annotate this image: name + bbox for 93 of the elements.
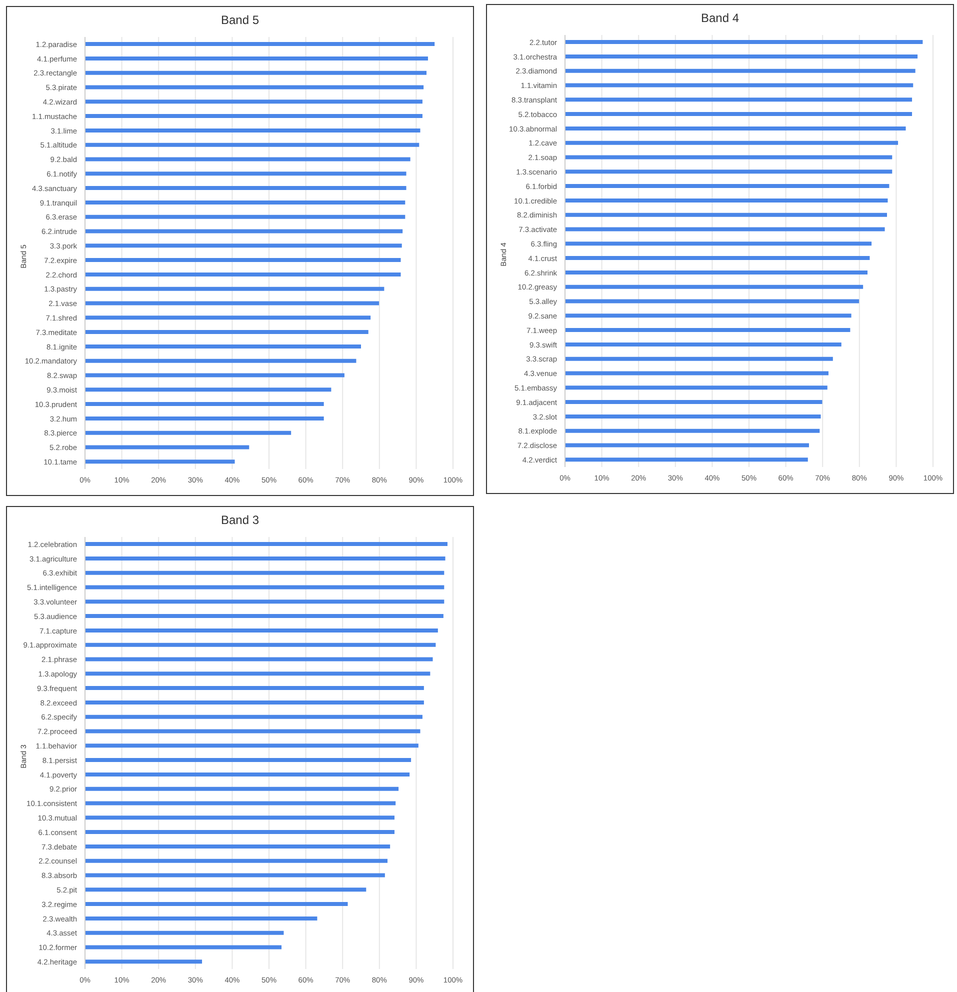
bar bbox=[565, 170, 892, 174]
bar bbox=[85, 686, 424, 690]
bar bbox=[565, 140, 898, 145]
bar bbox=[565, 155, 892, 160]
bar bbox=[85, 700, 424, 704]
bar bbox=[565, 112, 912, 116]
bar bbox=[85, 772, 410, 776]
bar bbox=[565, 314, 852, 318]
bar bbox=[85, 186, 406, 190]
bar bbox=[565, 242, 872, 246]
bar bbox=[565, 68, 916, 73]
bar bbox=[565, 256, 870, 260]
bar bbox=[85, 358, 356, 363]
bar bbox=[85, 830, 394, 834]
bar bbox=[85, 286, 384, 291]
bar bbox=[85, 729, 420, 734]
bar bbox=[85, 445, 250, 450]
bar bbox=[85, 100, 422, 104]
bar bbox=[85, 416, 324, 420]
bar bbox=[565, 212, 887, 217]
bar bbox=[85, 244, 402, 248]
bar bbox=[85, 373, 344, 378]
bar bbox=[85, 642, 436, 647]
bar bbox=[85, 344, 361, 348]
bar bbox=[565, 98, 912, 102]
bar bbox=[85, 301, 380, 306]
chart-title: Band 3 bbox=[220, 513, 260, 527]
bar bbox=[85, 888, 366, 892]
bar bbox=[85, 172, 406, 176]
bar bbox=[85, 142, 420, 147]
bar bbox=[85, 229, 403, 234]
bar bbox=[85, 786, 399, 791]
bar bbox=[565, 386, 828, 390]
bar bbox=[565, 400, 822, 404]
bar bbox=[565, 270, 868, 274]
bar bbox=[85, 272, 401, 276]
bar bbox=[85, 614, 444, 618]
bar bbox=[565, 284, 864, 289]
bar bbox=[565, 371, 828, 376]
bar bbox=[565, 40, 923, 44]
bar bbox=[85, 70, 427, 75]
bar bbox=[565, 198, 888, 202]
bar bbox=[85, 430, 292, 435]
bar bbox=[565, 414, 821, 418]
bar bbox=[85, 128, 420, 132]
bar bbox=[85, 902, 348, 906]
bar bbox=[85, 600, 444, 604]
bar bbox=[565, 184, 890, 188]
bar bbox=[85, 570, 444, 575]
bar bbox=[85, 542, 448, 546]
bar bbox=[85, 916, 318, 920]
bar bbox=[85, 744, 418, 748]
bar bbox=[85, 200, 406, 204]
bar bbox=[85, 157, 410, 162]
bar bbox=[565, 54, 918, 58]
bar bbox=[565, 443, 809, 448]
bar bbox=[85, 214, 406, 219]
bar bbox=[85, 388, 332, 392]
bar bbox=[85, 816, 394, 820]
bar bbox=[85, 460, 235, 464]
bar bbox=[85, 672, 430, 676]
bar bbox=[565, 458, 808, 462]
bar bbox=[85, 330, 368, 334]
bar bbox=[85, 657, 433, 662]
bar bbox=[85, 945, 282, 950]
bar bbox=[85, 960, 202, 964]
bar bbox=[85, 85, 424, 90]
bar bbox=[565, 299, 860, 304]
bar bbox=[565, 126, 906, 130]
bar bbox=[85, 758, 412, 762]
bar bbox=[85, 114, 422, 118]
bar bbox=[565, 342, 842, 346]
bar bbox=[565, 356, 833, 361]
bar bbox=[85, 258, 401, 262]
bar bbox=[565, 428, 820, 433]
bar bbox=[85, 628, 438, 632]
bar bbox=[565, 227, 885, 232]
bar bbox=[85, 556, 446, 560]
bar bbox=[85, 316, 371, 320]
bar bbox=[85, 873, 385, 878]
bar bbox=[85, 42, 435, 46]
bar bbox=[85, 801, 396, 806]
bar bbox=[85, 714, 422, 719]
bar bbox=[85, 930, 284, 935]
bar bbox=[565, 83, 914, 88]
bar bbox=[85, 402, 324, 406]
chart-title: Band 5 bbox=[220, 13, 260, 27]
chart-title: Band 4 bbox=[700, 11, 740, 25]
bar bbox=[85, 585, 444, 590]
bar bbox=[85, 858, 388, 863]
bar bbox=[85, 56, 428, 60]
bar bbox=[85, 844, 390, 848]
bar bbox=[565, 328, 850, 332]
